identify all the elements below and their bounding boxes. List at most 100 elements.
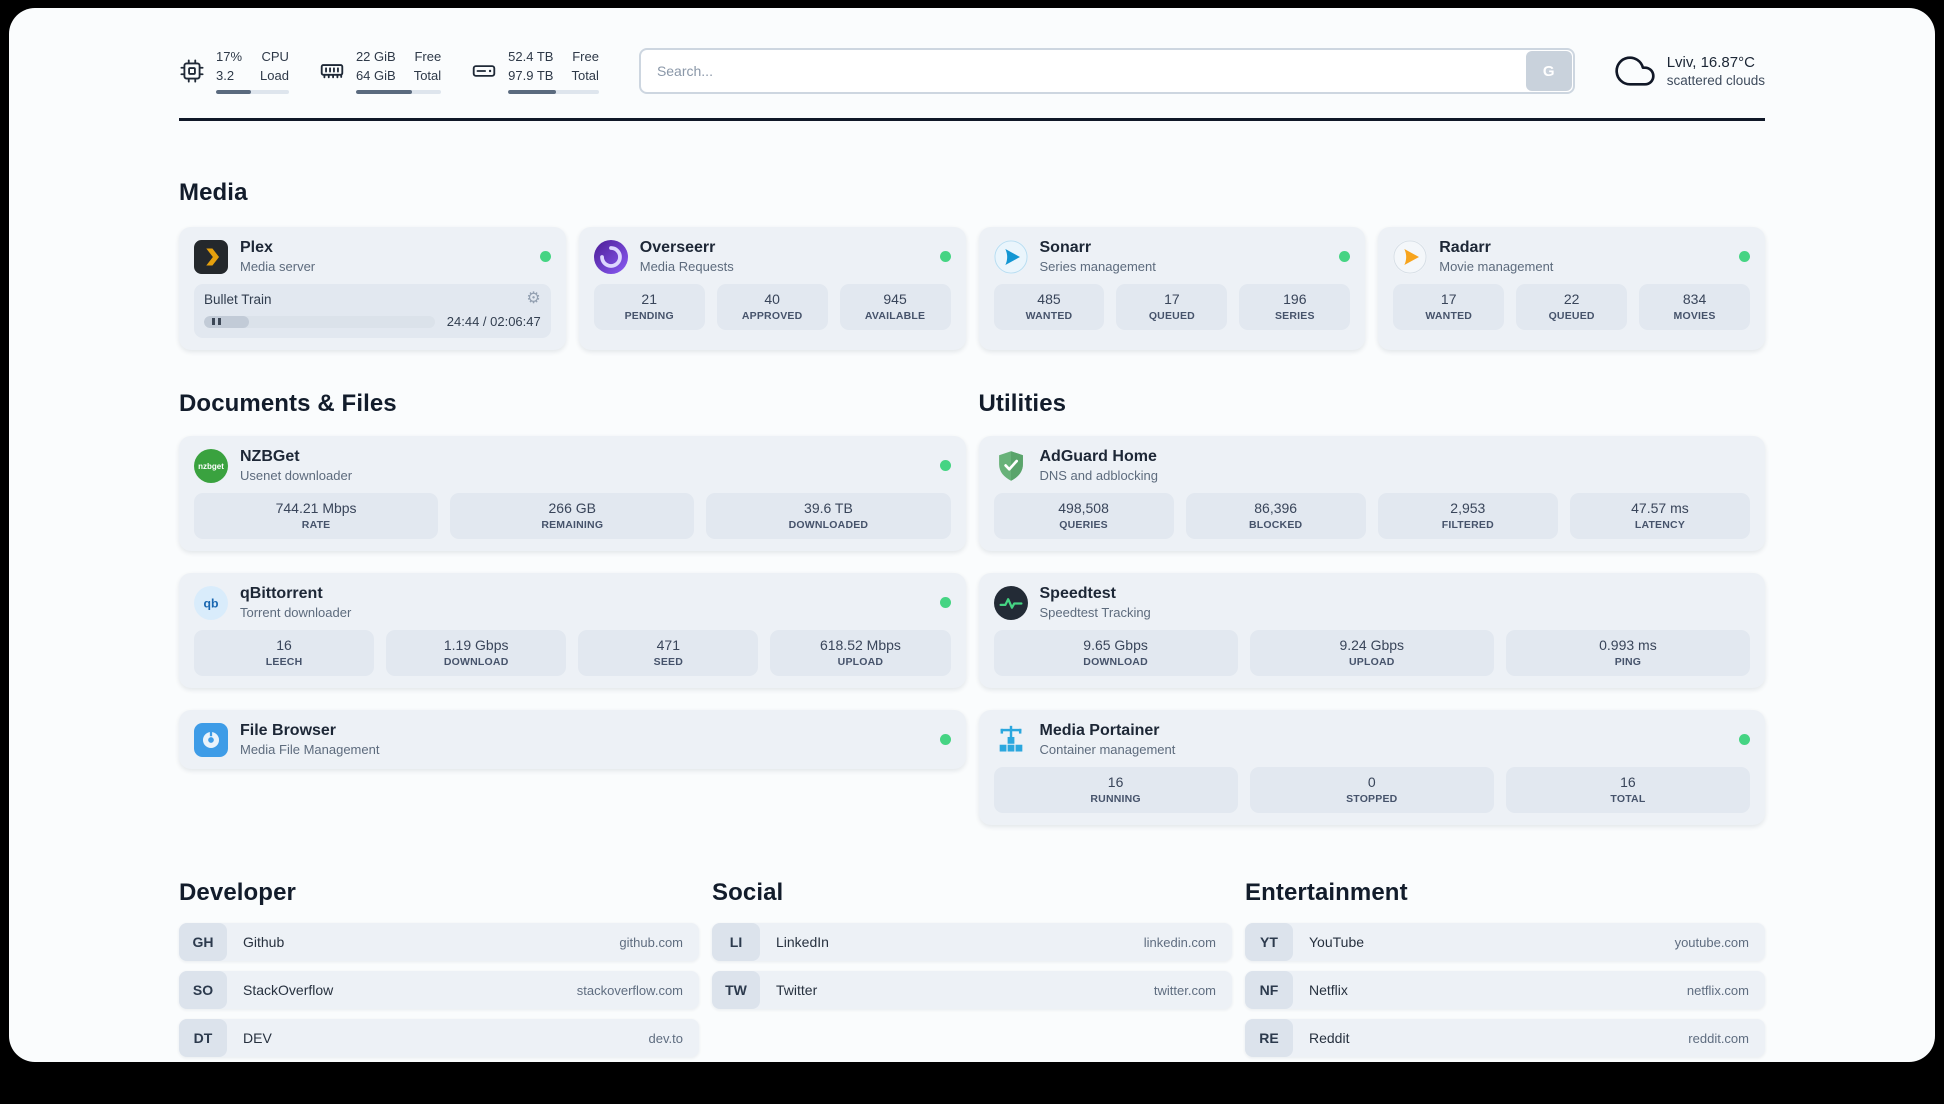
gear-icon[interactable]: ⚙: [526, 290, 541, 307]
service-card-sonarr[interactable]: Sonarr Series management 485 WANTED 17 Q…: [978, 227, 1366, 350]
section-title-documents: Documents & Files: [179, 390, 397, 417]
bookmark-domain: youtube.com: [1674, 934, 1749, 950]
service-name: File Browser: [240, 722, 337, 739]
playback-progress-bar[interactable]: [204, 315, 435, 328]
stat-value: 17: [1164, 291, 1180, 307]
bookmark-abbr: TW: [712, 971, 760, 1009]
status-online-dot: [939, 460, 951, 471]
bookmark-reddit[interactable]: RE Reddit reddit.com: [1245, 1019, 1765, 1057]
bookmark-name: Twitter: [776, 982, 818, 998]
stat-label: FILTERED: [1441, 519, 1494, 531]
stat-box: 618.52 Mbps UPLOAD: [770, 630, 951, 676]
stat-label: WANTED: [1425, 310, 1473, 322]
service-card-plex[interactable]: Plex Media server Bullet Train ⚙: [179, 227, 566, 350]
stat-box: 17 QUEUED: [1116, 284, 1228, 330]
stat-box: 0 STOPPED: [1249, 767, 1494, 813]
cpu-usage-label: CPU: [261, 49, 289, 65]
now-playing-block: Bullet Train ⚙ 24:44 / 02:06:47: [194, 284, 551, 338]
documents-column: Documents & Files nzbget NZBGet Usenet d…: [179, 390, 966, 825]
stat-label: QUEUED: [1548, 310, 1595, 322]
bookmark-domain: netflix.com: [1686, 982, 1749, 998]
section-title-developer: Developer: [179, 879, 296, 906]
memory-icon: [319, 58, 345, 84]
service-card-nzbget[interactable]: nzbget NZBGet Usenet downloader 744.21 M…: [179, 436, 966, 551]
service-card-overseerr[interactable]: Overseerr Media Requests 21 PENDING 40 A…: [578, 227, 966, 350]
adguard-icon: [994, 449, 1028, 483]
now-playing-title: Bullet Train: [204, 291, 272, 307]
stat-box: 485 WANTED: [993, 284, 1105, 330]
cpu-usage-value: 17%: [216, 49, 243, 65]
bookmark-linkedin[interactable]: LI LinkedIn linkedin.com: [712, 923, 1232, 961]
stat-label: QUEUED: [1148, 310, 1195, 322]
service-description: Container management: [1039, 742, 1176, 757]
service-name: Media Portainer: [1039, 722, 1160, 739]
bookmark-domain: linkedin.com: [1143, 934, 1216, 950]
status-online-dot: [939, 734, 951, 745]
bookmark-dev[interactable]: DT DEV dev.to: [179, 1019, 699, 1057]
stat-label: TOTAL: [1610, 793, 1646, 805]
top-bar: 17% CPU 3.2 Load: [179, 48, 1765, 94]
bookmark-domain: twitter.com: [1153, 982, 1216, 998]
search-input[interactable]: [638, 48, 1575, 94]
cpu-icon: [179, 58, 205, 84]
playback-time: 24:44 / 02:06:47: [446, 314, 541, 329]
service-card-filebrowser[interactable]: File Browser Media File Management: [179, 710, 966, 769]
speedtest-icon: [993, 585, 1028, 620]
service-card-portainer[interactable]: Media Portainer Container management 16 …: [978, 710, 1765, 825]
bookmarks-developer: Developer GH Github github.com SO StackO…: [179, 879, 699, 1062]
bookmark-name: LinkedIn: [776, 934, 829, 950]
service-card-radarr[interactable]: Radarr Movie management 17 WANTED 22 QUE…: [1378, 227, 1765, 350]
status-online-dot: [1339, 251, 1351, 262]
cpu-load-label: Load: [260, 68, 289, 83]
memory-total-label: Total: [413, 68, 442, 83]
bookmark-netflix[interactable]: NF Netflix netflix.com: [1245, 971, 1765, 1009]
service-card-speedtest[interactable]: Speedtest Speedtest Tracking 9.65 Gbps D…: [978, 573, 1765, 688]
status-online-dot: [539, 251, 551, 262]
stat-label: QUERIES: [1059, 519, 1108, 531]
search-bar: G: [638, 48, 1575, 94]
section-title-utilities: Utilities: [978, 390, 1067, 417]
stat-label: DOWNLOAD: [443, 656, 509, 668]
stat-value: 485: [1037, 291, 1061, 307]
plex-icon: [194, 239, 228, 274]
cpu-widget: 17% CPU 3.2 Load: [179, 48, 289, 94]
bookmark-stackoverflow[interactable]: SO StackOverflow stackoverflow.com: [179, 971, 699, 1009]
stat-value: 471: [656, 637, 680, 653]
stat-label: SERIES: [1274, 310, 1315, 322]
bookmark-abbr: DT: [179, 1019, 227, 1057]
filebrowser-icon: [194, 722, 228, 757]
service-name: AdGuard Home: [1039, 448, 1157, 465]
stat-box: 0.993 ms PING: [1505, 630, 1751, 676]
portainer-icon: [994, 723, 1028, 757]
disk-free-label: Free: [572, 49, 599, 65]
stat-label: LEECH: [265, 656, 303, 668]
stat-box: 744.21 Mbps RATE: [194, 493, 439, 539]
stat-label: LATENCY: [1634, 519, 1686, 531]
service-description: DNS and adblocking: [1039, 468, 1159, 483]
bookmark-domain: dev.to: [648, 1030, 683, 1046]
service-name: Speedtest: [1039, 585, 1116, 602]
service-description: Usenet downloader: [240, 468, 353, 483]
service-card-qbittorrent[interactable]: qb qBittorrent Torrent downloader 16: [179, 573, 966, 688]
stat-value: 0: [1367, 774, 1376, 790]
service-name: Sonarr: [1039, 239, 1092, 256]
disk-icon: [471, 58, 497, 84]
stat-box: 16 LEECH: [194, 630, 375, 676]
search-provider-button[interactable]: G: [1525, 51, 1572, 91]
disk-total-label: Total: [571, 68, 599, 83]
pause-icon[interactable]: [212, 316, 221, 328]
stat-label: BLOCKED: [1249, 519, 1303, 531]
service-name: Radarr: [1439, 239, 1491, 256]
topbar-divider: [179, 118, 1765, 121]
stat-value: 47.57 ms: [1631, 500, 1689, 516]
service-name: qBittorrent: [240, 585, 323, 602]
bookmark-github[interactable]: GH Github github.com: [179, 923, 699, 961]
stat-box: 86,396 BLOCKED: [1185, 493, 1366, 539]
bookmark-abbr: NF: [1245, 971, 1293, 1009]
bookmark-twitter[interactable]: TW Twitter twitter.com: [712, 971, 1232, 1009]
section-title-social: Social: [712, 879, 784, 906]
bookmark-youtube[interactable]: YT YouTube youtube.com: [1245, 923, 1765, 961]
service-card-adguard[interactable]: AdGuard Home DNS and adblocking 498,508 …: [978, 436, 1765, 551]
stat-label: PENDING: [624, 310, 674, 322]
nzbget-icon: nzbget: [194, 448, 228, 483]
